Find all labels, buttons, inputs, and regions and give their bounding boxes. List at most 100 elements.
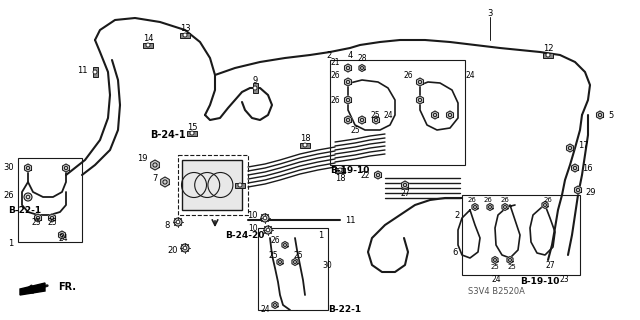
- Circle shape: [93, 70, 97, 74]
- Text: 30: 30: [3, 163, 14, 172]
- Text: 8: 8: [164, 220, 170, 229]
- Circle shape: [183, 246, 187, 250]
- Polygon shape: [24, 164, 31, 172]
- Circle shape: [253, 86, 257, 90]
- Text: 27: 27: [400, 188, 410, 197]
- Polygon shape: [161, 177, 170, 187]
- Text: B-24-20: B-24-20: [225, 230, 264, 239]
- Text: 6: 6: [452, 247, 458, 257]
- Bar: [180, 33, 190, 37]
- Polygon shape: [566, 144, 573, 152]
- Polygon shape: [344, 64, 351, 72]
- Polygon shape: [358, 116, 365, 124]
- Circle shape: [183, 33, 187, 37]
- Bar: [258, 228, 328, 310]
- Circle shape: [24, 193, 32, 201]
- Circle shape: [546, 53, 550, 57]
- Text: 2: 2: [327, 51, 332, 60]
- Bar: [93, 67, 97, 77]
- Text: B-19-10: B-19-10: [330, 165, 369, 174]
- Text: 20: 20: [168, 245, 178, 254]
- Polygon shape: [292, 259, 298, 266]
- Text: 17: 17: [578, 140, 589, 149]
- Circle shape: [263, 216, 267, 220]
- Bar: [178, 155, 248, 215]
- Bar: [330, 60, 465, 165]
- Polygon shape: [63, 164, 70, 172]
- Text: 11: 11: [77, 66, 88, 75]
- Text: 23: 23: [560, 276, 570, 284]
- Text: 24: 24: [465, 70, 475, 79]
- Polygon shape: [272, 301, 278, 308]
- Text: 5: 5: [608, 110, 613, 119]
- Polygon shape: [542, 202, 548, 209]
- Bar: [182, 160, 242, 210]
- Circle shape: [261, 214, 269, 222]
- Text: 25: 25: [370, 110, 380, 119]
- Text: 27: 27: [545, 260, 555, 269]
- Text: 25: 25: [491, 264, 499, 270]
- Text: S3V4 B2520A: S3V4 B2520A: [468, 287, 525, 297]
- Text: 16: 16: [582, 164, 593, 172]
- Text: 12: 12: [543, 44, 553, 52]
- Text: 7: 7: [152, 173, 158, 182]
- Text: 30: 30: [322, 260, 332, 269]
- Circle shape: [303, 143, 307, 147]
- Text: 21: 21: [330, 58, 340, 67]
- Polygon shape: [58, 231, 65, 239]
- Polygon shape: [20, 283, 45, 295]
- Text: 1: 1: [8, 238, 13, 247]
- Text: 26: 26: [468, 197, 476, 203]
- Text: 26: 26: [330, 95, 340, 105]
- Polygon shape: [359, 65, 365, 71]
- Polygon shape: [35, 214, 42, 222]
- Polygon shape: [282, 242, 288, 249]
- Text: 25: 25: [293, 252, 303, 260]
- Circle shape: [174, 218, 182, 226]
- Text: 25: 25: [268, 252, 278, 260]
- Polygon shape: [344, 96, 351, 104]
- Text: 25: 25: [31, 218, 41, 227]
- Text: 25: 25: [350, 125, 360, 134]
- Polygon shape: [344, 116, 351, 124]
- Text: 10: 10: [248, 223, 258, 233]
- Text: B-22-1: B-22-1: [328, 306, 361, 315]
- Bar: [462, 195, 580, 275]
- Polygon shape: [447, 111, 454, 119]
- Circle shape: [338, 168, 342, 172]
- Polygon shape: [492, 257, 498, 263]
- Text: 26: 26: [270, 236, 280, 244]
- Bar: [335, 167, 345, 172]
- Text: 29: 29: [585, 188, 595, 196]
- Text: B-22-1: B-22-1: [8, 205, 41, 214]
- Text: 15: 15: [187, 123, 197, 132]
- Bar: [253, 83, 257, 93]
- Bar: [18, 158, 82, 242]
- Text: 24: 24: [383, 110, 393, 119]
- Text: 2: 2: [455, 211, 460, 220]
- Text: 25: 25: [47, 218, 57, 227]
- Polygon shape: [150, 160, 159, 170]
- Polygon shape: [487, 204, 493, 211]
- Text: 22: 22: [360, 171, 370, 180]
- Text: 28: 28: [357, 53, 367, 62]
- Text: 9: 9: [252, 76, 258, 84]
- Polygon shape: [596, 111, 604, 119]
- Polygon shape: [472, 204, 478, 211]
- Text: 1: 1: [318, 230, 323, 239]
- Circle shape: [181, 244, 189, 252]
- Text: B-24-1: B-24-1: [150, 130, 186, 140]
- Circle shape: [146, 43, 150, 47]
- Bar: [143, 43, 153, 47]
- Text: FR.: FR.: [58, 282, 76, 292]
- Text: 13: 13: [180, 23, 190, 33]
- Polygon shape: [277, 259, 283, 266]
- Polygon shape: [374, 171, 381, 179]
- Circle shape: [264, 226, 272, 234]
- Polygon shape: [401, 181, 408, 189]
- Text: 26: 26: [403, 70, 413, 79]
- Text: 14: 14: [143, 34, 153, 43]
- Bar: [300, 142, 310, 148]
- Bar: [543, 52, 553, 58]
- Polygon shape: [507, 257, 513, 263]
